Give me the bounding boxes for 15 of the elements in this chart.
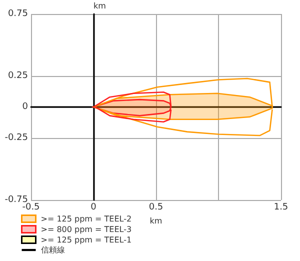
legend-label: 信頼線: [40, 246, 65, 254]
x-tick-label: -0.5: [22, 202, 40, 212]
x-axis-title: km: [150, 216, 162, 226]
y-tick-label: 0: [22, 102, 28, 112]
y-tick-label: -0.25: [4, 133, 28, 143]
y-tick-label: 0.25: [8, 71, 28, 81]
x-tick-label: 0: [90, 202, 97, 212]
y-axis-title: km: [94, 2, 106, 10]
y-tick-label: -0.75: [4, 195, 28, 205]
x-tick-label: 1.5: [274, 202, 288, 212]
x-tick-label: 0.5: [148, 202, 164, 212]
y-tick-label: 0.75: [8, 9, 28, 19]
legend-label: >= 125 ppm = TEEL-1: [40, 235, 132, 244]
legend-label: >= 125 ppm = TEEL-2: [40, 214, 132, 224]
legend-label: >= 800 ppm = TEEL-3: [40, 224, 132, 234]
